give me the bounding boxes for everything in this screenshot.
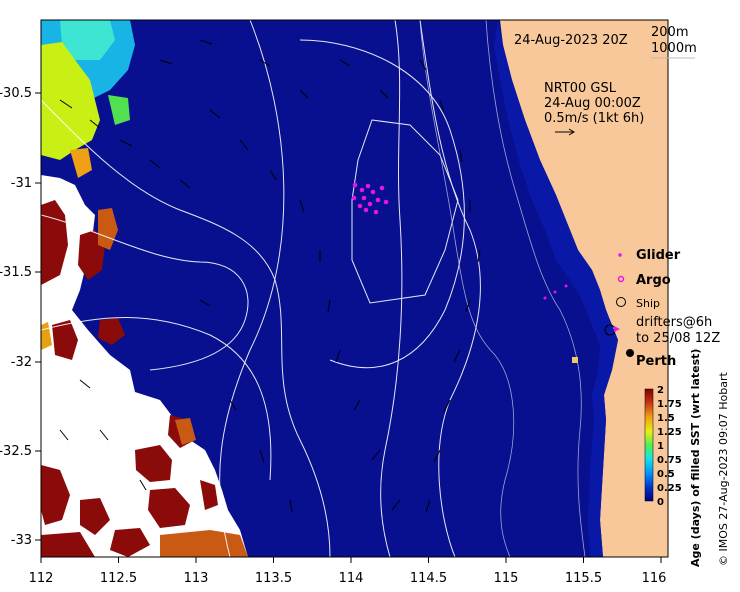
x-tick-label: 112 (29, 571, 54, 586)
argo-legend-label: Argo (636, 273, 671, 288)
colorbar-tick: 1.25 (657, 427, 682, 438)
isobath-lines (419, 20, 586, 557)
glider-legend-icon (618, 253, 622, 257)
isobath-legend-1000m: 1000m (651, 41, 697, 56)
land-mass (500, 20, 668, 557)
drifter-arrow-icon (614, 326, 620, 332)
map-timestamp: 24-Aug-2023 20Z (514, 33, 628, 48)
y-axis-labels: -30.5 -31 -31.5 -32 -32.5 -33 (0, 86, 32, 548)
recent-data-region-green (108, 95, 130, 125)
coastal-shelf (494, 20, 618, 557)
current-scale-arrowhead (568, 128, 575, 136)
x-axis-labels: 112 112.5 113 113.5 114 114.5 115 115.5 … (29, 571, 667, 586)
x-tick-label: 116 (642, 571, 667, 586)
current-source: NRT00 GSL (544, 81, 617, 96)
colorbar-tick: 1.5 (657, 413, 675, 424)
no-data-region (41, 175, 248, 557)
x-tick-label: 113.5 (255, 571, 292, 586)
colorbar-tick: 0.75 (657, 455, 682, 466)
isobath-legend-200m: 200m (651, 25, 688, 40)
map-plot-area (41, 20, 668, 557)
ship-legend-label: Ship (636, 297, 660, 310)
y-tick-label: -33 (11, 533, 32, 548)
sst-contours (41, 20, 481, 557)
glider-markers (351, 182, 568, 300)
current-time: 24-Aug 00:00Z (544, 96, 641, 111)
colorbar-tick: 0 (657, 497, 664, 508)
current-vectors (59, 39, 481, 513)
x-tick-label: 114 (339, 571, 364, 586)
perth-marker (626, 349, 634, 357)
x-tick-label: 115 (494, 571, 519, 586)
current-scale: 0.5m/s (1kt 6h) (544, 111, 644, 126)
x-tick-label: 112.5 (100, 571, 137, 586)
credit-text: © IMOS 27-Aug-2023 09:07 Hobart (717, 372, 730, 566)
colorbar-tick: 0.5 (657, 469, 675, 480)
colorbar (644, 388, 654, 502)
y-tick-label: -32 (11, 355, 32, 370)
colorbar-title: Age (days) of filled SST (wrt latest) (689, 349, 702, 567)
y-tick-label: -30.5 (0, 86, 32, 101)
drifters-legend-line2: to 25/08 12Z (636, 331, 720, 346)
axis-ticks (35, 92, 662, 563)
colorbar-tick: 1 (657, 441, 664, 452)
recent-data-region-orange (70, 148, 92, 178)
argo-legend-icon (617, 275, 625, 283)
colorbar-tick: 1.75 (657, 399, 682, 410)
age-high-patches (41, 200, 218, 557)
rottnest-island (572, 357, 578, 363)
y-tick-label: -32.5 (0, 444, 32, 459)
x-tick-label: 114.5 (410, 571, 447, 586)
glider-legend-label: Glider (636, 248, 681, 263)
x-tick-label: 115.5 (565, 571, 602, 586)
recent-data-region-cyan (60, 20, 115, 60)
colorbar-tick: 2 (657, 385, 664, 396)
x-tick-label: 113 (184, 571, 209, 586)
drifters-legend-line1: drifters@6h (636, 315, 712, 330)
perth-label: Perth (636, 354, 676, 369)
recent-data-region-yellow (41, 42, 100, 160)
y-tick-label: -31 (11, 176, 32, 191)
ship-legend-icon (616, 297, 626, 307)
colorbar-ticks: 2 1.75 1.5 1.25 1 0.75 0.5 0.25 0 (657, 385, 682, 508)
colorbar-tick: 0.25 (657, 483, 682, 494)
y-tick-label: -31.5 (0, 265, 32, 280)
map-frame (40, 19, 669, 558)
